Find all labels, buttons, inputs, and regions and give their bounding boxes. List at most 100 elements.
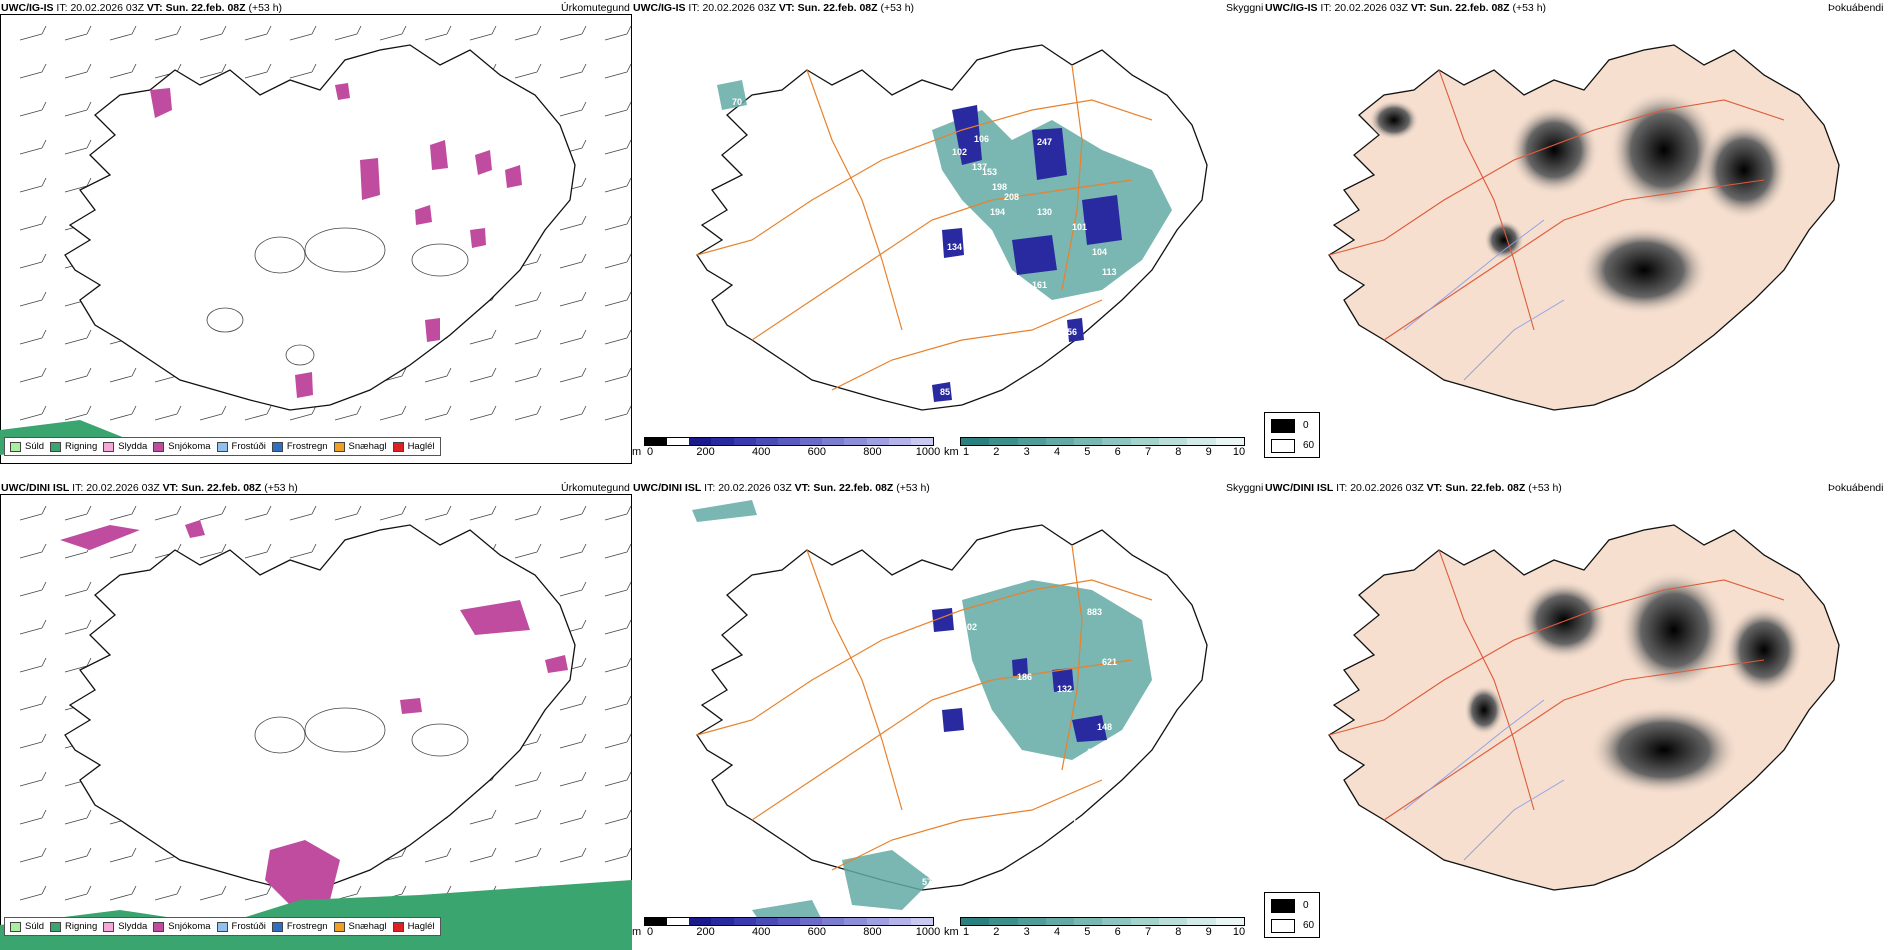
legend-item: Súld bbox=[10, 921, 44, 932]
wind-barb bbox=[559, 733, 587, 749]
colorbar-strip bbox=[960, 437, 1245, 446]
wind-barb bbox=[514, 505, 542, 521]
wind-barb bbox=[424, 505, 452, 521]
wind-barb bbox=[109, 25, 137, 41]
wind-barb bbox=[379, 405, 407, 421]
ceiling-areas bbox=[932, 105, 1122, 402]
wind-barb bbox=[514, 847, 542, 863]
wind-barb bbox=[64, 25, 92, 41]
legend-item: Snjókoma bbox=[153, 921, 211, 932]
wind-barb bbox=[244, 25, 272, 41]
colorbar-segment bbox=[1102, 918, 1131, 925]
legend-item: Snjókoma bbox=[153, 441, 211, 452]
legend-label: Haglél bbox=[407, 441, 435, 452]
colorbar-strip bbox=[644, 437, 934, 446]
wind-barb bbox=[19, 329, 47, 345]
colorbar-tick: 200 bbox=[696, 926, 715, 938]
legend-item: Frostúði bbox=[216, 921, 266, 932]
legend-label: Frostregn bbox=[286, 441, 328, 452]
product-title: Úrkomutegund bbox=[561, 482, 630, 494]
wind-barb bbox=[604, 367, 632, 383]
panel-header: UWC/IG-IS IT: 20.02.2026 03Z VT: Sun. 22… bbox=[1265, 2, 1547, 14]
wind-barb bbox=[199, 405, 227, 421]
wind-barb bbox=[604, 581, 632, 597]
colorbar-segment bbox=[1159, 918, 1188, 925]
wind-barb bbox=[64, 809, 92, 825]
wind-barb bbox=[154, 25, 182, 41]
wind-barb bbox=[514, 543, 542, 559]
colorbar-segment bbox=[777, 438, 801, 445]
wind-barb bbox=[559, 63, 587, 79]
ceiling-value-label: 102 bbox=[952, 147, 967, 157]
colorbar-segment bbox=[989, 438, 1018, 445]
wind-barb bbox=[154, 885, 182, 901]
legend-label: Súld bbox=[25, 921, 45, 932]
ceiling-value-label: 70 bbox=[732, 97, 742, 107]
wind-barb bbox=[199, 885, 227, 901]
wind-barb bbox=[469, 329, 497, 345]
wind-barb bbox=[64, 367, 92, 383]
precip-map bbox=[0, 25, 632, 455]
fog-legend-label: 0 bbox=[1303, 420, 1309, 431]
colorbar-tick: 9 bbox=[1205, 926, 1212, 938]
legend-swatch bbox=[103, 921, 115, 932]
product-title: Skyggni bbox=[1226, 482, 1264, 494]
legend-item: Rigning bbox=[50, 441, 97, 452]
wind-barb bbox=[559, 215, 587, 231]
wind-barb bbox=[604, 695, 632, 711]
ceiling-value-label: 130 bbox=[1037, 207, 1052, 217]
fog-legend-label: 0 bbox=[1303, 900, 1309, 911]
product-title: Úrkomutegund bbox=[561, 2, 630, 14]
ceiling-value-label: 572 bbox=[922, 877, 937, 887]
colorbar-segment bbox=[755, 918, 778, 925]
colorbar-unit: m bbox=[632, 446, 642, 458]
colorbar-segment bbox=[866, 918, 889, 925]
legend-swatch bbox=[50, 441, 62, 452]
wind-barb bbox=[199, 543, 227, 559]
fog-legend-swatch bbox=[1271, 439, 1295, 453]
wind-barb bbox=[559, 101, 587, 117]
wind-barb bbox=[424, 405, 452, 421]
wind-barb bbox=[64, 405, 92, 421]
colorbar-tick: 1 bbox=[962, 446, 970, 458]
wind-barb bbox=[559, 367, 587, 383]
wind-barb bbox=[289, 505, 317, 521]
wind-barb bbox=[109, 543, 137, 559]
colorbar-tick: 800 bbox=[863, 926, 882, 938]
legend-label: Snæhagl bbox=[348, 441, 387, 452]
wind-barb bbox=[19, 63, 47, 79]
wind-barb bbox=[424, 367, 452, 383]
wind-barb bbox=[514, 771, 542, 787]
wind-barb bbox=[109, 847, 137, 863]
legend-label: Snjókoma bbox=[168, 441, 211, 452]
colorbar-tick: 6 bbox=[1114, 446, 1121, 458]
roads bbox=[696, 544, 1153, 871]
panel-header: UWC/DINI ISL IT: 20.02.2026 03Z VT: Sun.… bbox=[1, 482, 298, 494]
legend-label: Slydda bbox=[118, 921, 148, 932]
legend-swatch bbox=[10, 921, 21, 932]
wind-barb bbox=[469, 405, 497, 421]
wind-barb bbox=[109, 505, 137, 521]
ceiling-value-label: 116 bbox=[1072, 762, 1087, 772]
wind-barb bbox=[469, 505, 497, 521]
legend-label: Snæhagl bbox=[348, 921, 387, 932]
ceiling-value-label: 883 bbox=[1087, 607, 1102, 617]
wind-barb bbox=[199, 505, 227, 521]
panel-header: UWC/DINI ISL IT: 20.02.2026 03Z VT: Sun.… bbox=[633, 482, 930, 494]
ceiling-colorbar: m 0 200 400 600 800 1000 bbox=[632, 437, 942, 467]
legend-swatch bbox=[333, 441, 345, 452]
colorbar-segment bbox=[822, 918, 845, 925]
wind-barb bbox=[604, 733, 632, 749]
wind-barb bbox=[514, 809, 542, 825]
ceiling-value-label: 56 bbox=[1067, 327, 1077, 337]
legend-label: Frostregn bbox=[286, 921, 328, 932]
wind-barb bbox=[424, 25, 452, 41]
colorbar-tick: 4 bbox=[1053, 926, 1061, 938]
wind-barb bbox=[19, 733, 47, 749]
colorbar-unit: m bbox=[632, 926, 642, 938]
wind-barb bbox=[19, 657, 47, 673]
colorbar-tick: 600 bbox=[807, 446, 826, 458]
visibility-colorbar: km 1 2 3 4 5 6 7 8 9 10 bbox=[944, 437, 1245, 467]
